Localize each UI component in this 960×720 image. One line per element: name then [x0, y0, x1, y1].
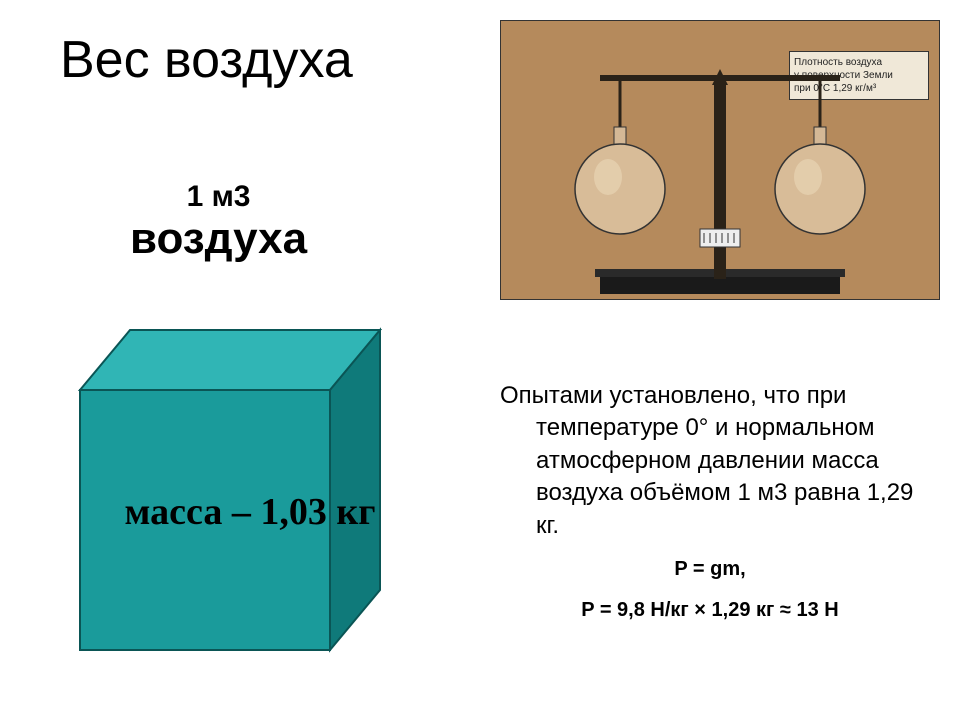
page-title: Вес воздуха: [60, 30, 353, 90]
balance-scale-illustration: [540, 29, 900, 299]
body-paragraph: Опытами установлено, что при температуре…: [500, 380, 920, 542]
formula-1: P = gm,: [500, 556, 920, 583]
subheading-line1: 1 м3: [130, 180, 307, 214]
experiment-photo: Плотность воздуха у поверхности Земли пр…: [500, 20, 940, 300]
subheading-line2: воздуха: [130, 214, 307, 264]
cube-mass-label: масса – 1,03 кг: [70, 490, 430, 534]
body-text: Опытами установлено, что при температуре…: [500, 380, 920, 624]
cube-diagram: масса – 1,03 кг: [40, 320, 420, 660]
subheading: 1 м3 воздуха: [130, 180, 307, 264]
formula-2: P = 9,8 Н/кг × 1,29 кг ≈ 13 Н: [500, 597, 920, 624]
